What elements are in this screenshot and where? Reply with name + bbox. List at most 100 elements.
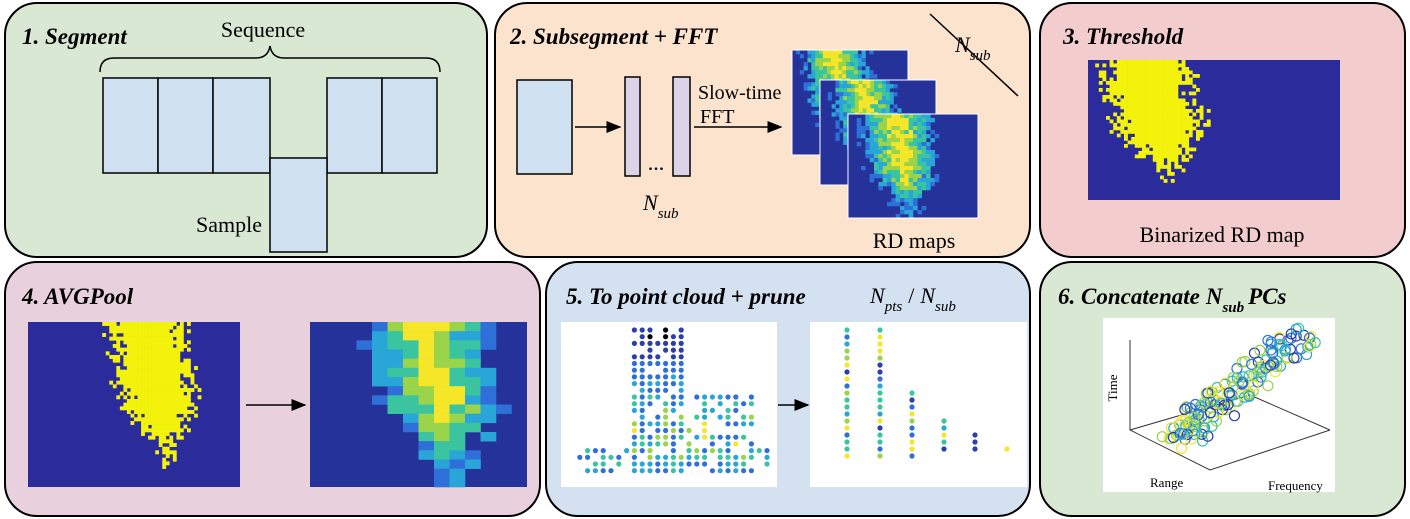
cell (835, 84, 839, 88)
point (686, 428, 691, 433)
cell (450, 322, 466, 331)
cell (1164, 134, 1168, 138)
separator: / (908, 283, 915, 308)
cell (162, 362, 166, 366)
cell (465, 450, 481, 459)
cell (904, 118, 909, 122)
cell (450, 414, 466, 423)
cell (127, 348, 131, 352)
cell (870, 150, 875, 154)
cell (896, 190, 901, 194)
cell (1167, 92, 1171, 96)
cell (141, 384, 145, 388)
cell (169, 410, 173, 414)
cell (134, 373, 138, 377)
cell (1138, 102, 1142, 106)
cell (1178, 127, 1182, 131)
cell (878, 182, 883, 186)
cell (1200, 106, 1204, 110)
cell (878, 126, 883, 130)
cell (155, 395, 159, 399)
cell (1149, 92, 1153, 96)
cell (859, 88, 863, 92)
cell (865, 138, 870, 142)
cell (1200, 116, 1204, 120)
cell (130, 326, 134, 330)
cell (148, 362, 152, 366)
cell (1110, 92, 1114, 96)
point (640, 341, 645, 346)
cell (1149, 67, 1153, 71)
cell (835, 74, 839, 78)
cell (372, 395, 388, 404)
cell (1138, 144, 1142, 148)
cell (148, 403, 152, 407)
cell (120, 381, 124, 385)
point (647, 468, 652, 473)
cell (1146, 88, 1150, 92)
cell (183, 414, 187, 418)
cell (913, 166, 918, 170)
cell (169, 355, 173, 359)
cell (166, 454, 170, 458)
cell (904, 210, 909, 214)
cell (162, 348, 166, 352)
cell (1138, 64, 1142, 68)
cell (102, 322, 106, 326)
cell (155, 362, 159, 366)
cell (874, 96, 878, 100)
point (733, 401, 738, 406)
cell (155, 322, 159, 326)
cell (886, 84, 890, 88)
cell (893, 92, 897, 96)
cell (1110, 88, 1114, 92)
cell (123, 388, 127, 392)
cell (180, 340, 184, 344)
cell (870, 154, 875, 158)
cell (843, 100, 847, 104)
cell (900, 186, 905, 190)
cell (1128, 78, 1132, 82)
point (718, 455, 723, 460)
point (844, 341, 849, 346)
cell (113, 344, 117, 348)
cell (891, 154, 896, 158)
cell (1142, 155, 1146, 159)
cell (1138, 120, 1142, 124)
cell (1153, 88, 1157, 92)
cell (870, 100, 874, 104)
cell (913, 138, 918, 142)
cell (811, 74, 815, 78)
cell (913, 154, 918, 158)
point (725, 455, 730, 460)
cell (1128, 123, 1132, 127)
cell (450, 432, 466, 441)
cell (465, 386, 481, 395)
cell (1110, 60, 1114, 64)
point (909, 390, 914, 395)
point (647, 348, 652, 353)
cell (811, 70, 815, 74)
cell (1171, 60, 1175, 64)
cell (1138, 134, 1142, 138)
cell (887, 166, 892, 170)
cell (1146, 151, 1150, 155)
cell (1153, 78, 1157, 82)
cell (388, 368, 404, 377)
cell (847, 104, 851, 108)
cell (1156, 74, 1160, 78)
cell (1135, 95, 1139, 99)
cell (904, 146, 909, 150)
cell (1110, 81, 1114, 85)
cell (1149, 137, 1153, 141)
point (844, 362, 849, 367)
cell (159, 362, 163, 366)
cell (187, 395, 191, 399)
cell (874, 130, 879, 134)
point (686, 461, 691, 466)
cell (1167, 172, 1171, 176)
cell (900, 162, 905, 166)
cell (169, 403, 173, 407)
cell (176, 362, 180, 366)
cell (1167, 151, 1171, 155)
